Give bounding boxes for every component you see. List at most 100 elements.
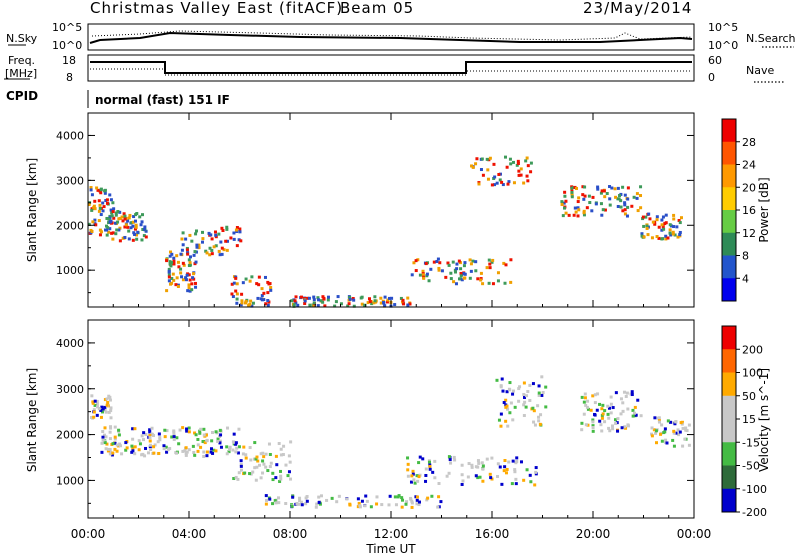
data-cell <box>402 302 406 306</box>
data-cell <box>668 231 672 235</box>
data-cell <box>115 449 119 453</box>
data-cell <box>508 157 512 161</box>
data-cell <box>525 174 529 178</box>
nave-tick-top: 60 <box>708 54 722 67</box>
data-cell <box>506 182 510 186</box>
data-cell <box>239 462 243 466</box>
data-cell <box>433 459 437 463</box>
data-cell <box>289 477 293 481</box>
data-cell <box>278 479 282 483</box>
data-cell <box>167 279 171 283</box>
data-cell <box>225 452 229 456</box>
data-cell <box>131 427 135 431</box>
data-cell <box>105 442 109 446</box>
data-cell <box>481 479 485 483</box>
data-cell <box>437 481 441 485</box>
data-cell <box>234 228 238 232</box>
data-cell <box>134 223 138 227</box>
data-cell <box>132 231 136 235</box>
velocity-panel: 4000 3000 2000 1000 Slant Range [km] 200 100… <box>25 319 771 519</box>
data-cell <box>606 404 610 408</box>
data-cell <box>519 173 523 177</box>
data-cell <box>517 173 521 177</box>
data-cell <box>163 435 167 439</box>
data-cell <box>532 420 536 424</box>
power-ylabel: Slant Range [km] <box>25 158 39 262</box>
data-cell <box>485 266 489 270</box>
data-cell <box>93 399 97 403</box>
data-cell <box>544 405 548 409</box>
data-cell <box>210 252 214 256</box>
data-cell <box>250 304 254 308</box>
data-cell <box>678 430 682 434</box>
data-cell <box>661 225 665 229</box>
data-cell <box>511 160 515 164</box>
data-cell <box>90 208 94 212</box>
data-cell <box>653 222 657 226</box>
data-cell <box>367 297 371 301</box>
data-cell <box>181 278 185 282</box>
data-cell <box>163 428 167 432</box>
data-cell <box>488 266 492 270</box>
data-cell <box>195 245 199 249</box>
data-cell <box>194 433 198 437</box>
data-cell <box>449 277 453 281</box>
data-cell <box>525 394 529 398</box>
data-cell <box>218 253 222 257</box>
data-cell <box>234 289 238 293</box>
data-cell <box>613 418 617 422</box>
data-cell <box>234 450 238 454</box>
data-cell <box>190 288 194 292</box>
data-cell <box>198 429 202 433</box>
data-cell <box>619 412 623 416</box>
data-cell <box>98 203 102 207</box>
data-cell <box>500 482 504 486</box>
data-cell <box>400 496 404 500</box>
cpid-value: normal (fast) 151 IF <box>95 93 230 107</box>
data-cell <box>205 450 209 454</box>
data-cell <box>153 443 157 447</box>
data-cell <box>266 303 270 307</box>
data-cell <box>639 206 643 210</box>
data-cell <box>120 452 124 456</box>
data-cell <box>273 499 277 503</box>
data-cell <box>375 495 379 499</box>
data-cell <box>101 407 105 411</box>
data-cell <box>149 448 153 452</box>
data-cell <box>124 223 128 227</box>
data-cell <box>619 397 623 401</box>
data-cell <box>172 437 176 441</box>
data-cell <box>219 433 223 437</box>
data-cell <box>657 420 661 424</box>
data-cell <box>439 500 443 504</box>
data-cell <box>650 434 654 438</box>
data-cell <box>607 416 611 420</box>
data-cell <box>616 197 620 201</box>
data-cell <box>186 289 190 293</box>
data-cell <box>130 450 134 454</box>
data-cell <box>137 448 141 452</box>
data-cell <box>222 248 226 252</box>
data-cell <box>101 209 105 213</box>
data-cell <box>126 219 130 223</box>
xtick-label-5: 20:00 <box>576 527 611 541</box>
data-cell <box>626 423 630 427</box>
data-cell <box>125 446 129 450</box>
data-cell <box>490 456 494 460</box>
data-cell <box>95 413 99 417</box>
power-colorbar-swatch-7 <box>722 278 736 302</box>
data-cell <box>583 194 587 198</box>
xtick-label-6: 00:00 <box>677 527 712 541</box>
data-cell <box>582 400 586 404</box>
data-cell <box>415 502 419 506</box>
xaxis-label: Time UT <box>365 542 416 554</box>
data-cell <box>522 403 526 407</box>
data-cell <box>90 229 94 233</box>
data-cell <box>211 451 215 455</box>
data-cell <box>132 215 136 219</box>
data-cell <box>317 495 321 499</box>
data-cell <box>266 280 270 284</box>
data-cell <box>660 423 664 427</box>
data-cell <box>498 178 502 182</box>
power-colorbar-label-5: 8 <box>742 250 749 263</box>
